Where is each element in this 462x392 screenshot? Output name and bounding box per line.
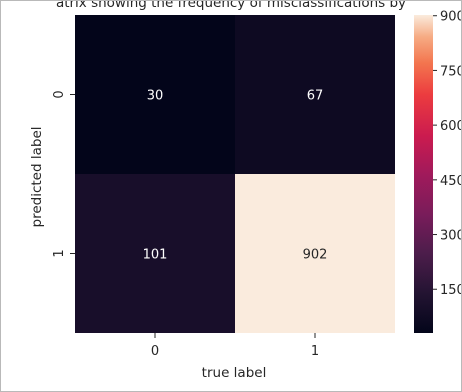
- colorbar: [414, 15, 433, 333]
- y-axis: 01: [52, 90, 75, 258]
- heatmap-cell-0-1: [235, 15, 395, 174]
- cell-value-label: 902: [303, 248, 328, 263]
- heatmap-cell-1-1: [235, 174, 395, 333]
- x-tick-label: 0: [151, 344, 159, 359]
- colorbar-tick-label: 300: [440, 229, 461, 244]
- cell-value-label: 30: [147, 89, 164, 104]
- cell-value-label: 67: [307, 89, 324, 104]
- heatmap-cell-1-0: [75, 174, 235, 333]
- colorbar-tick-label: 150: [440, 283, 461, 298]
- y-axis-title: predicted label: [29, 127, 45, 228]
- heatmap-cell-0-0: [75, 15, 235, 174]
- y-tick-label: 0: [52, 90, 67, 98]
- heatmap-cells: 30 67 101 902: [75, 15, 395, 333]
- colorbar-tick-label: 450: [440, 174, 461, 189]
- chart-title: atrix showing the frequency of misclassi…: [56, 1, 406, 11]
- colorbar-tick-label: 600: [440, 119, 461, 134]
- cell-value-label: 101: [143, 248, 168, 263]
- x-axis-title: true label: [202, 365, 267, 381]
- colorbar-gradient: [414, 15, 433, 333]
- colorbar-tick-label: 750: [440, 64, 461, 79]
- colorbar-ticks: 900 750 600 450 300 150: [433, 10, 461, 298]
- y-tick-label: 1: [52, 249, 67, 257]
- colorbar-tick-label: 900: [440, 10, 461, 25]
- x-tick-label: 1: [311, 344, 319, 359]
